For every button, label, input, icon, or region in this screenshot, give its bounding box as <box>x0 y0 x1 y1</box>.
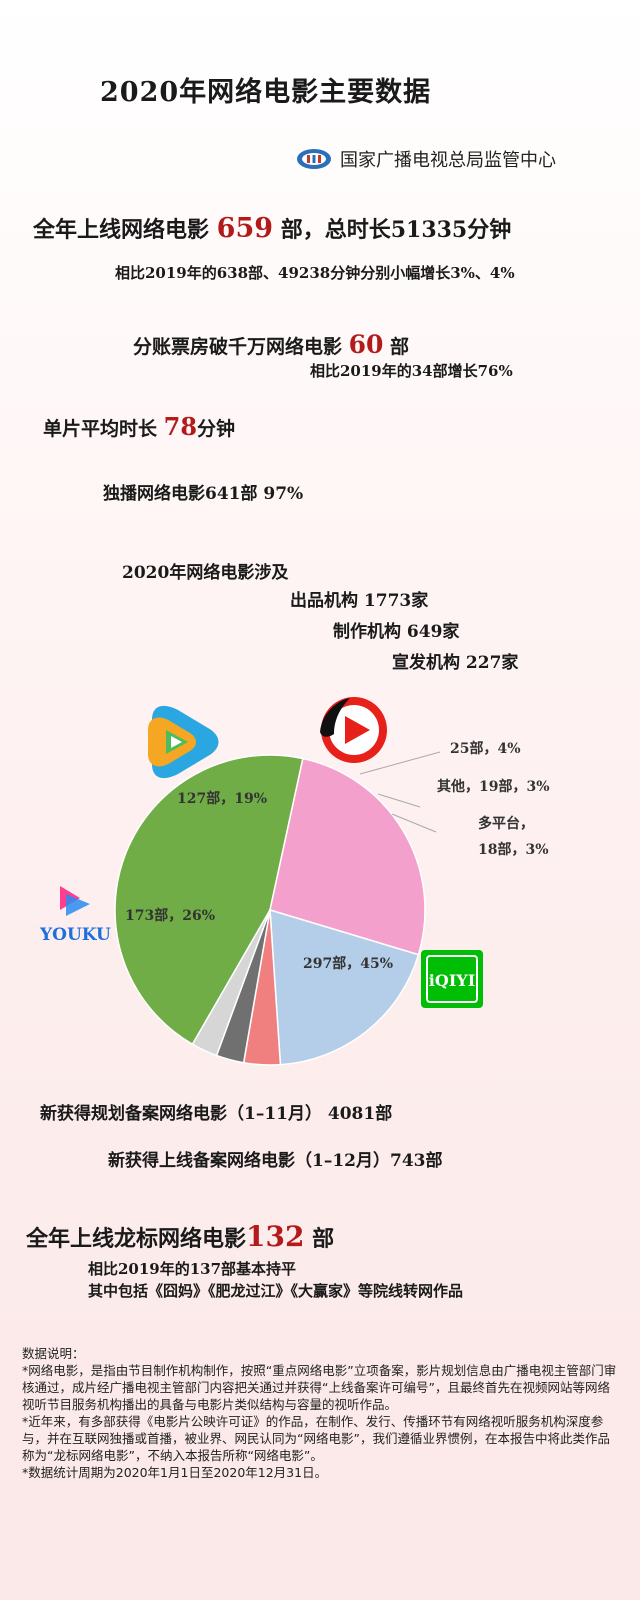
ext-label-mango: 25部，4% <box>450 740 521 757</box>
pie-slice-iqiyi <box>114 754 304 1046</box>
source-text: 国家广播电视总局监管中心 <box>340 150 556 171</box>
notes-paragraph-3: *数据统计周期为2020年1月1日至2020年12月31日。 <box>22 1465 328 1480</box>
dragon-examples: 其中包括《囧妈》《肥龙过江》《大赢家》等院线转网作品 <box>88 1282 464 1300</box>
stat-avg-duration-number: 78 <box>163 412 198 441</box>
ext-label-multi-1: 多平台， <box>478 815 534 832</box>
stat-total-number: 659 <box>216 213 274 244</box>
stat-box-office-comparison: 相比2019年的34部增长76% <box>310 362 513 380</box>
orgs-heading: 2020年网络电影涉及 <box>122 563 289 583</box>
orgs-makers: 制作机构 649家 <box>333 622 460 642</box>
notes-paragraph-1: *网络电影，是指由节目制作机构制作，按照“重点网络电影”立项备案，影片规划信息由… <box>22 1363 617 1412</box>
orgs-producers: 出品机构 1773家 <box>290 591 429 611</box>
tencent-video-logo-icon <box>148 705 219 779</box>
data-notes: 数据说明： *网络电影，是指由节目制作机构制作，按照“重点网络电影”立项备案，影… <box>22 1345 622 1481</box>
dragon-stat: 全年上线龙标网络电影132 部 <box>26 1220 335 1253</box>
mango-tv-logo-icon <box>320 697 387 763</box>
source-credit: 国家广播电视总局监管中心 <box>296 146 556 172</box>
slice-label-youku: 173部，26% <box>125 907 215 924</box>
dragon-comparison: 相比2019年的137部基本持平 <box>88 1260 297 1278</box>
leader-line-multi <box>391 813 437 833</box>
slice-label-tencent: 127部，19% <box>177 790 267 807</box>
youku-logo-icon: YOUKU <box>39 886 111 945</box>
iqiyi-logo-text: iQIYI <box>429 971 475 990</box>
planning-record: 新获得规划备案网络电影（1–11月） 4081部 <box>40 1104 393 1124</box>
ext-label-multi-2: 18部，3% <box>478 841 549 858</box>
stat-exclusive: 独播网络电影641部 97% <box>103 484 304 504</box>
iqiyi-logo-icon: iQIYI <box>421 950 483 1008</box>
youku-logo-text: YOUKU <box>39 925 111 945</box>
dragon-stat-number: 132 <box>246 1220 305 1253</box>
stat-total-movies: 全年上线网络电影 659 部，总时长51335分钟 <box>33 213 512 244</box>
notes-paragraph-2: *近年来，有多部获得《电影片公映许可证》的作品，在制作、发行、传播环节有网络视听… <box>22 1414 610 1463</box>
stat-total-comparison: 相比2019年的638部、49238分钟分别小幅增长3%、4% <box>115 264 515 282</box>
stat-box-office-number: 60 <box>348 330 384 359</box>
stat-box-office: 分账票房破千万网络电影 60 部 <box>133 330 410 359</box>
notes-heading: 数据说明： <box>22 1346 85 1361</box>
orgs-distributors: 宣发机构 227家 <box>392 653 519 673</box>
slice-label-iqiyi: 297部，45% <box>303 955 393 972</box>
online-record: 新获得上线备案网络电影（1–12月）743部 <box>108 1151 443 1171</box>
platform-pie-chart: YOUKU iQIYI 127部，19% 173部，26% 297部，45% 2… <box>39 697 550 1066</box>
leader-line-other <box>377 793 421 808</box>
page-title: 2020年网络电影主要数据 <box>100 77 432 108</box>
pie-slice-youku <box>269 757 426 956</box>
pie-slice-tencent <box>269 908 420 1066</box>
leader-line-mango <box>359 751 441 775</box>
stat-avg-duration: 单片平均时长 78分钟 <box>43 412 236 441</box>
ext-label-other: 其他，19部，3% <box>437 778 550 795</box>
nrta-logo-icon <box>297 149 331 169</box>
pie-slice-multi <box>191 909 271 1057</box>
